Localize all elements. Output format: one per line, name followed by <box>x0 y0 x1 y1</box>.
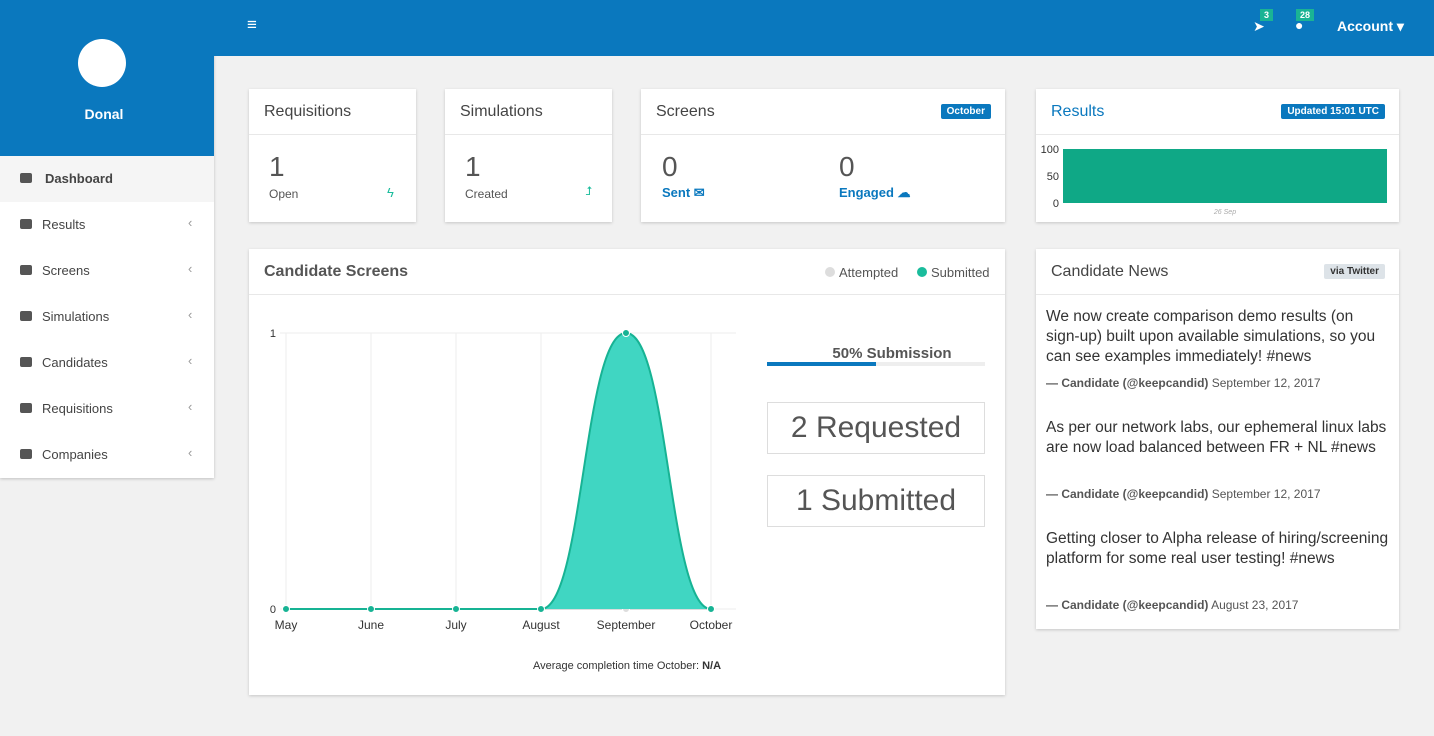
menu-icon <box>20 173 32 183</box>
account[interactable]: Account <box>1337 18 1393 34</box>
date: September 12, 2017 <box>1211 487 1321 501</box>
news-byline: — Candidate (@keepcandid) August 23, 201… <box>1046 598 1298 612</box>
menu-icon <box>20 449 32 459</box>
stat-label[interactable]: Sent ✉ <box>662 185 705 200</box>
news-text: We now create comparison demo results (o… <box>1046 308 1376 365</box>
menu-item[interactable]: Results ‹ <box>0 202 214 248</box>
stat-value: 0 <box>839 151 855 182</box>
card-value: 1 <box>465 151 481 182</box>
badge: October <box>940 104 991 119</box>
chevron: ‹ <box>188 399 193 414</box>
date: September 12, 2017 <box>1211 376 1321 390</box>
icon[interactable]: ● <box>1295 17 1304 33</box>
badge: 28 <box>1296 9 1315 21</box>
menu-icon <box>20 265 32 275</box>
chevron: ‹ <box>188 353 193 368</box>
menu-label[interactable]: Dashboard <box>45 171 113 186</box>
footnote-text: Average completion time October: <box>532 660 700 672</box>
card: Candidate Screens 50% Submission 2 Reque… <box>249 249 1005 695</box>
menu-item[interactable]: Candidates ‹ <box>0 340 214 386</box>
menu-label[interactable]: Requisitions <box>42 401 113 416</box>
menu-icon <box>20 219 32 229</box>
menu-item[interactable]: Dashboard <box>0 156 214 202</box>
footnote-value: N/A <box>702 660 722 672</box>
profile: Donal <box>0 0 214 156</box>
requested: 2 Requested <box>767 402 985 454</box>
card-title: Requisitions <box>264 103 352 120</box>
progress-bar <box>767 362 876 366</box>
stat-label[interactable]: Engaged ☁ <box>839 185 911 200</box>
card: Screens October 0 Sent ✉ 0 Engaged ☁ <box>641 89 1005 222</box>
menu-icon <box>20 357 32 367</box>
menu-label[interactable]: Simulations <box>42 309 110 324</box>
menu-icon <box>20 403 32 413</box>
date: August 23, 2017 <box>1211 598 1299 612</box>
card-title: Candidate News <box>1051 263 1169 280</box>
menu-item[interactable]: Simulations ‹ <box>0 294 214 340</box>
stat-label[interactable]: Engaged <box>839 185 894 200</box>
menu-icon <box>20 311 32 321</box>
chevron: ‹ <box>188 445 193 460</box>
news-byline: — Candidate (@keepcandid) September 12, … <box>1046 376 1321 390</box>
count: 1 <box>795 484 813 517</box>
badge: 3 <box>1260 9 1274 21</box>
icon[interactable]: ➤ <box>1253 18 1265 34</box>
card-label: Open <box>269 187 299 201</box>
card: Results Updated 15:01 UTC <box>1036 89 1399 222</box>
menu-label[interactable]: Candidates <box>42 355 108 370</box>
card-value: 1 <box>269 151 285 182</box>
avatar <box>78 39 126 87</box>
card-title: Results <box>1051 103 1105 120</box>
stat-value: 0 <box>662 151 678 182</box>
news-text: Getting closer to Alpha release of hirin… <box>1046 530 1389 567</box>
badge: via Twitter <box>1324 264 1385 279</box>
topbar: ≡ ➤ 3 ● 28 Account ▾ <box>214 0 1434 56</box>
card-title: Simulations <box>460 103 543 120</box>
author[interactable]: — Candidate (@keepcandid) <box>1046 487 1209 501</box>
author[interactable]: — Candidate (@keepcandid) <box>1046 598 1209 612</box>
news-byline: — Candidate (@keepcandid) September 12, … <box>1046 487 1321 501</box>
card: Simulations 1 Created ⮥ <box>445 89 612 222</box>
label: Requested <box>815 411 962 444</box>
menu-item[interactable]: Companies ‹ <box>0 432 214 478</box>
card: Candidate News via Twitter We now create… <box>1036 249 1399 629</box>
menu-item[interactable]: Screens ‹ <box>0 248 214 294</box>
label: Submitted <box>820 484 957 517</box>
account-menu[interactable]: Account ▾ <box>1337 18 1404 34</box>
card-label: Created <box>465 187 508 201</box>
user-name: Donal <box>84 106 124 122</box>
submitted: 1 Submitted <box>767 475 985 527</box>
menu-label[interactable]: Companies <box>42 447 108 462</box>
sidebar: Donal Dashboard Results ‹ Screens ‹ Simulatio… <box>0 0 214 478</box>
badge: Updated 15:01 UTC <box>1281 104 1385 119</box>
menu-label[interactable]: Screens <box>42 263 90 278</box>
footnote: Average completion time October: N/A <box>249 660 1005 672</box>
count: 2 <box>790 411 808 444</box>
chevron: ‹ <box>188 307 193 322</box>
menu-toggle[interactable]: ≡ <box>247 15 257 34</box>
menu-label[interactable]: Results <box>42 217 86 232</box>
card-title: Screens <box>656 103 715 120</box>
news-text: As per our network labs, our ephemeral l… <box>1046 419 1387 456</box>
chevron: ‹ <box>188 215 193 230</box>
author[interactable]: — Candidate (@keepcandid) <box>1046 376 1209 390</box>
chevron: ‹ <box>188 261 193 276</box>
menu-item[interactable]: Requisitions ‹ <box>0 386 214 432</box>
card: Requisitions 1 Open ϟ <box>249 89 416 222</box>
card-title: Candidate Screens <box>264 263 409 280</box>
progress-track <box>767 362 985 366</box>
stat-label[interactable]: Sent <box>662 185 691 200</box>
progress-label: 50% Submission <box>832 345 952 362</box>
